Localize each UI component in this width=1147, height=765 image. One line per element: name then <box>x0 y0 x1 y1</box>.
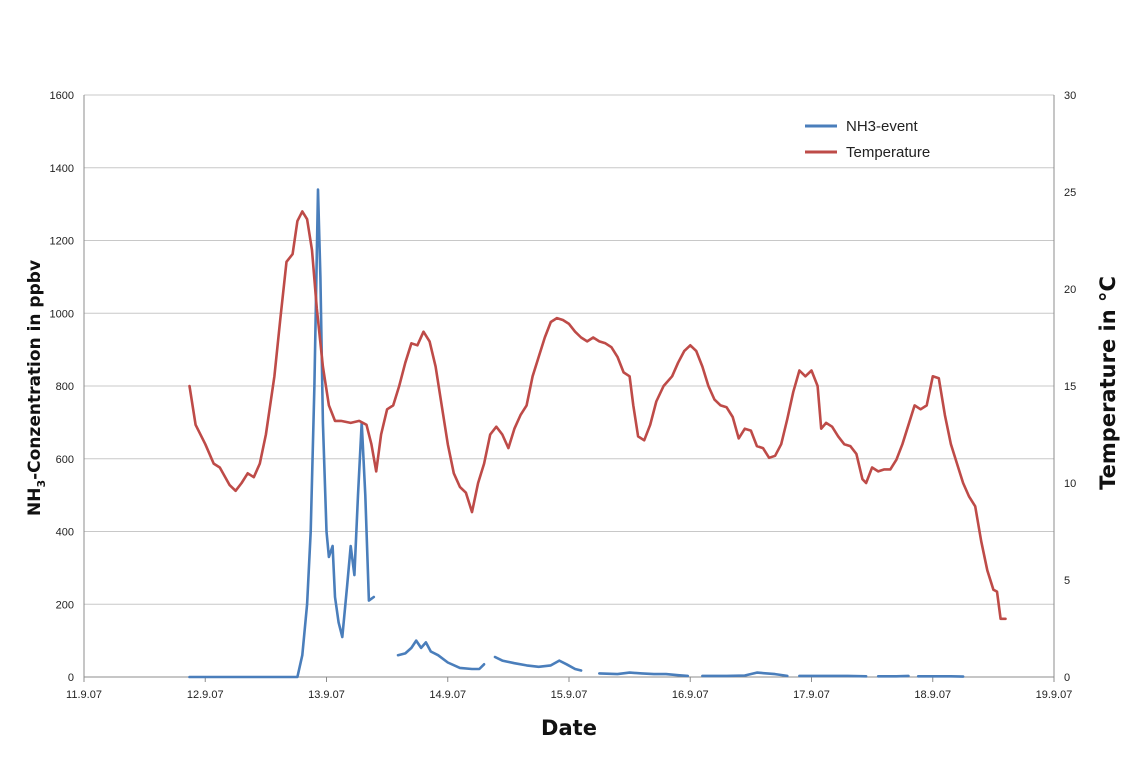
legend: NH3-event Temperature <box>805 118 930 161</box>
y-left-axis-title-sub: 3 <box>35 480 48 488</box>
series-nh3-line-segment-1 <box>396 639 486 671</box>
x-tick-13.9.07: 13.9.07 <box>308 689 345 701</box>
series-nh3-line-segment-0 <box>188 188 376 679</box>
y-right-tick-0: 0 <box>1064 672 1070 684</box>
y-left-tick-0: 0 <box>68 672 74 684</box>
x-tick-12.9.07: 12.9.07 <box>187 689 224 701</box>
x-tick-18.9.07: 18.9.07 <box>914 689 951 701</box>
y-left-tick-1000: 1000 <box>50 308 74 320</box>
y-right-tick-25: 25 <box>1064 187 1076 199</box>
y-left-tick-400: 400 <box>56 527 74 539</box>
x-tick-14.9.07: 14.9.07 <box>429 689 466 701</box>
axes <box>83 95 1055 682</box>
y-left-axis-title-main: NH <box>25 488 45 516</box>
y-right-tick-20: 20 <box>1064 284 1076 296</box>
y-right-tick-5: 5 <box>1064 575 1070 587</box>
x-tick-11.9.07: 11.9.07 <box>66 689 102 701</box>
series-temperature-line-segment-0 <box>188 210 1007 621</box>
y-left-tick-600: 600 <box>56 454 74 466</box>
x-tick-17.9.07: 17.9.07 <box>793 689 830 701</box>
gridlines <box>84 94 1054 605</box>
series-group <box>188 188 1007 679</box>
y-right-axis-title: Temperature in °C <box>1096 276 1120 490</box>
y-right-tick-10: 10 <box>1064 478 1076 490</box>
x-tick-19.9.07: 19.9.07 <box>1036 689 1073 701</box>
y-left-tick-labels: 0 200 400 600 800 1000 1200 1400 1600 <box>50 90 74 684</box>
y-right-tick-30: 30 <box>1064 90 1076 102</box>
y-left-tick-1200: 1200 <box>50 236 74 248</box>
y-left-tick-1600: 1600 <box>50 90 74 102</box>
y-right-tick-15: 15 <box>1064 381 1076 393</box>
x-tick-15.9.07: 15.9.07 <box>551 689 588 701</box>
series-nh3-line-segment-3 <box>598 671 690 678</box>
series-nh3-line-segment-2 <box>493 655 583 672</box>
legend-label-nh3: NH3-event <box>846 118 919 135</box>
y-left-tick-200: 200 <box>56 599 74 611</box>
legend-label-temperature: Temperature <box>846 144 930 161</box>
x-axis-title: Date <box>541 716 597 740</box>
y-left-axis-title-rest: -Conzentration in ppbv <box>25 260 45 480</box>
series-nh3-line-segment-4 <box>701 671 789 678</box>
y-right-tick-labels: 0 5 10 15 20 25 30 <box>1064 90 1076 684</box>
y-left-tick-800: 800 <box>56 381 74 393</box>
y-left-tick-1400: 1400 <box>50 163 74 175</box>
x-tick-labels: 11.9.07 12.9.07 13.9.07 14.9.07 15.9.07 16.9.… <box>66 689 1072 701</box>
y-left-axis-title: NH3-Conzentration in ppbv <box>25 260 48 516</box>
x-tick-16.9.07: 16.9.07 <box>672 689 709 701</box>
